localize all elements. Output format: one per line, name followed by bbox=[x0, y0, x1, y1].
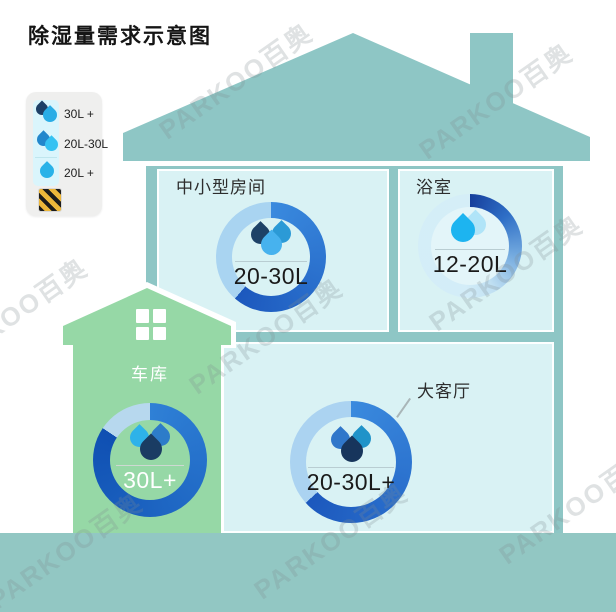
water-drops-medium-icon bbox=[34, 130, 61, 154]
roof bbox=[123, 33, 590, 161]
legend-label-20l-30l: 20L-30L bbox=[64, 137, 109, 151]
legend-label-20l: 20L + bbox=[64, 166, 94, 180]
page-title: 除湿量需求示意图 bbox=[28, 25, 212, 48]
divider-line bbox=[308, 466, 394, 468]
legend: 30L + 20L-30L 20L + bbox=[26, 92, 108, 216]
donut-garage: 30L+ bbox=[93, 403, 207, 517]
divider-line bbox=[116, 464, 184, 466]
donut-small-medium-room: 20-30L bbox=[216, 202, 326, 312]
donut-bathroom: 12-20L bbox=[418, 194, 522, 298]
divider-line bbox=[235, 261, 307, 263]
garage-window-icon bbox=[136, 309, 166, 340]
capacity-value: 12-20L bbox=[432, 251, 508, 278]
capacity-value: 20-30L bbox=[233, 263, 309, 290]
room-label-bathroom: 浴室 bbox=[416, 178, 452, 197]
capacity-value: 20-30L+ bbox=[306, 468, 396, 495]
divider-line bbox=[435, 249, 505, 251]
donut-hole: 30L+ bbox=[110, 420, 190, 500]
water-drops-icon bbox=[327, 424, 375, 467]
donut-living-room: 20-30L+ bbox=[290, 401, 412, 523]
water-drop-small-icon bbox=[35, 161, 59, 182]
donut-hole: 20-30L bbox=[232, 218, 310, 296]
donut-hole: 20-30L+ bbox=[306, 417, 396, 507]
room-label-small-medium: 中小型房间 bbox=[176, 178, 266, 197]
water-drops-large-icon bbox=[33, 100, 60, 125]
hazard-stripes-icon bbox=[38, 188, 62, 212]
ground-band bbox=[0, 533, 616, 612]
legend-divider bbox=[35, 157, 57, 158]
legend-label-30l: 30L + bbox=[64, 107, 94, 121]
donut-hole: 12-20L bbox=[431, 207, 509, 285]
capacity-value: 30L+ bbox=[123, 466, 177, 493]
water-drop-icon bbox=[37, 161, 57, 181]
water-drops-icon bbox=[247, 220, 295, 260]
room-label-living: 大客厅 bbox=[417, 382, 471, 401]
water-drops-icon bbox=[446, 209, 492, 248]
water-drops-icon bbox=[126, 422, 174, 465]
room-label-garage: 车库 bbox=[131, 365, 169, 384]
